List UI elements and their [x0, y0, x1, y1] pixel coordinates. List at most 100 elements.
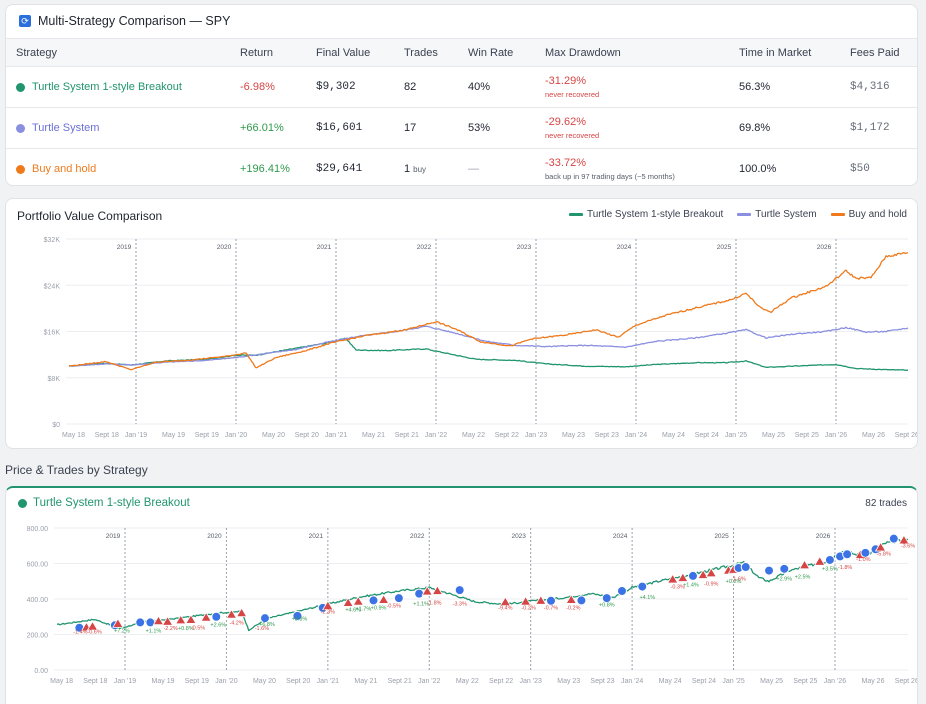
strategy-row[interactable]: Turtle System 1-style Breakout -6.98% $9,3… — [6, 66, 917, 108]
strategy-label: Buy and hold — [32, 163, 97, 175]
x-tick-label: May 24 — [662, 432, 685, 439]
sell-marker — [152, 615, 165, 626]
y-tick-label: 0.00 — [34, 668, 48, 675]
header-trades[interactable]: Trades — [404, 38, 468, 67]
trade-return-label: -1.6% — [255, 626, 269, 632]
trade-return-label: -2.3% — [321, 610, 335, 616]
x-tick-label: Sept 26 — [895, 432, 918, 439]
header-strategy[interactable]: Strategy — [6, 38, 240, 67]
sell-marker — [705, 567, 717, 578]
sell-marker — [431, 585, 444, 595]
x-tick-label: Jan '22 — [425, 432, 447, 439]
trade-return-label: -0.9% — [704, 582, 718, 588]
price-trades-chart[interactable]: 0.00 200.00 400.00 600.00 800.00 2019 2020 2021… — [6, 488, 918, 704]
legend-item-buy-and-hold[interactable]: Buy and hold — [830, 209, 907, 220]
strategy-name[interactable]: Turtle System 1-style Breakout — [16, 81, 240, 93]
x-tick-label: May 26 — [862, 432, 885, 439]
year-marker-label: 2022 — [417, 244, 432, 251]
x-tick-label: Sept 25 — [795, 432, 819, 439]
header-max-drawdown[interactable]: Max Drawdown — [545, 38, 739, 67]
sell-marker — [519, 595, 532, 606]
trades-cell: 17 — [404, 107, 468, 149]
trade-return-label: -0.5% — [387, 604, 401, 610]
strategy-color-dot — [18, 498, 27, 508]
header-fees-paid[interactable]: Fees Paid — [850, 38, 917, 67]
year-marker-label: 2021 — [309, 533, 324, 540]
x-tick-label: Sept 26 — [895, 678, 918, 685]
trade-return-label: +3.8% — [292, 616, 308, 622]
y-tick-label: $8K — [48, 376, 61, 383]
trade-return-label: +7.2% — [114, 628, 130, 634]
x-tick-label: Jan '24 — [621, 678, 643, 685]
year-marker-label: 2019 — [117, 244, 132, 251]
trade-return-label: -0.2% — [566, 605, 580, 611]
x-tick-label: Sept 25 — [793, 678, 817, 685]
header-final-value[interactable]: Final Value — [316, 38, 404, 67]
fees-cell: $1,172 — [850, 107, 917, 149]
trade-return-label: -3.6% — [901, 544, 915, 550]
legend-item-turtle-system[interactable]: Turtle System — [737, 209, 817, 220]
sell-marker — [814, 555, 826, 566]
header-return[interactable]: Return — [240, 38, 316, 67]
legend-label: Buy and hold — [848, 209, 907, 220]
strategy-name[interactable]: Turtle System — [16, 122, 240, 134]
trade-return-label: +2.5% — [795, 575, 811, 581]
y-tick-label: $0 — [52, 422, 60, 429]
strategy-row[interactable]: Buy and hold +196.41% $29,641 1 buy — -33.72% b… — [6, 149, 917, 186]
sell-marker — [535, 594, 547, 605]
trade-return-label: -0.7% — [544, 606, 558, 612]
final-value-cell: $16,601 — [316, 107, 404, 149]
x-tick-label: Sept 19 — [195, 432, 219, 439]
x-tick-label: Jan '20 — [215, 678, 237, 685]
series-line — [68, 337, 909, 372]
trade-return-label: +0.8% — [178, 626, 194, 632]
x-tick-label: Jan '25 — [722, 678, 744, 685]
buy-marker — [687, 570, 698, 581]
header-time-in-market[interactable]: Time in Market — [739, 38, 850, 67]
return-value: +196.41% — [240, 163, 290, 175]
year-marker-label: 2023 — [511, 533, 526, 540]
strategy-row[interactable]: Turtle System +66.01% $16,601 17 53% -29.62% n… — [6, 107, 917, 149]
strategy-name[interactable]: Buy and hold — [16, 163, 240, 175]
x-tick-label: Sept 24 — [695, 432, 719, 439]
header-win-rate[interactable]: Win Rate — [468, 38, 545, 67]
trade-return-label: -4.2% — [229, 621, 243, 627]
time-in-market-value: 100.0% — [739, 163, 777, 175]
sell-marker — [342, 597, 354, 607]
time-in-market-value: 69.8% — [739, 122, 771, 134]
trade-return-label: +0.9% — [371, 606, 387, 612]
portfolio-value-chart[interactable]: $0 $8K $16K $24K $32K 2019 2020 2021 2022 2023 202… — [6, 199, 918, 449]
final-value-cell: $29,641 — [316, 149, 404, 186]
sell-marker — [377, 594, 390, 604]
trades-value: 1 — [404, 163, 411, 175]
sell-marker — [798, 559, 811, 570]
final-value: $29,641 — [316, 163, 363, 175]
legend-item-turtle-breakout[interactable]: Turtle System 1-style Breakout — [568, 209, 724, 220]
return-value: +66.01% — [240, 122, 284, 134]
x-tick-label: Sept 22 — [495, 432, 519, 439]
x-tick-label: Sept 22 — [489, 678, 513, 685]
series-line — [68, 251, 909, 371]
x-tick-label: Jan '20 — [225, 432, 247, 439]
legend-label: Turtle System — [755, 209, 817, 220]
sell-marker — [666, 573, 679, 584]
portfolio-legend: Turtle System 1-style Breakout Turtle Sy… — [568, 209, 907, 220]
portfolio-chart-title: Portfolio Value Comparison — [17, 209, 163, 223]
sell-marker — [898, 534, 910, 545]
return-value: -6.98% — [240, 81, 275, 93]
x-tick-label: Sept 21 — [395, 432, 419, 439]
comparison-table: Strategy Return Final Value Trades Win R… — [6, 38, 917, 186]
year-marker-label: 2026 — [816, 533, 831, 540]
price-trades-section-title: Price & Trades by Strategy — [5, 463, 148, 477]
sell-marker — [112, 618, 124, 628]
sell-marker — [565, 594, 577, 604]
x-tick-label: Sept 18 — [95, 432, 119, 439]
x-tick-label: Sept 20 — [295, 432, 319, 439]
max-drawdown-cell: -29.62% never recovered — [545, 107, 739, 149]
time-in-market-cell: 56.3% — [739, 66, 850, 108]
trade-return-label: -3.3% — [453, 602, 467, 608]
trade-return-label: +4.1% — [639, 595, 655, 601]
legend-label: Turtle System 1-style Breakout — [586, 209, 724, 220]
win-rate-value: 53% — [468, 122, 491, 134]
x-tick-label: May 24 — [659, 678, 682, 685]
